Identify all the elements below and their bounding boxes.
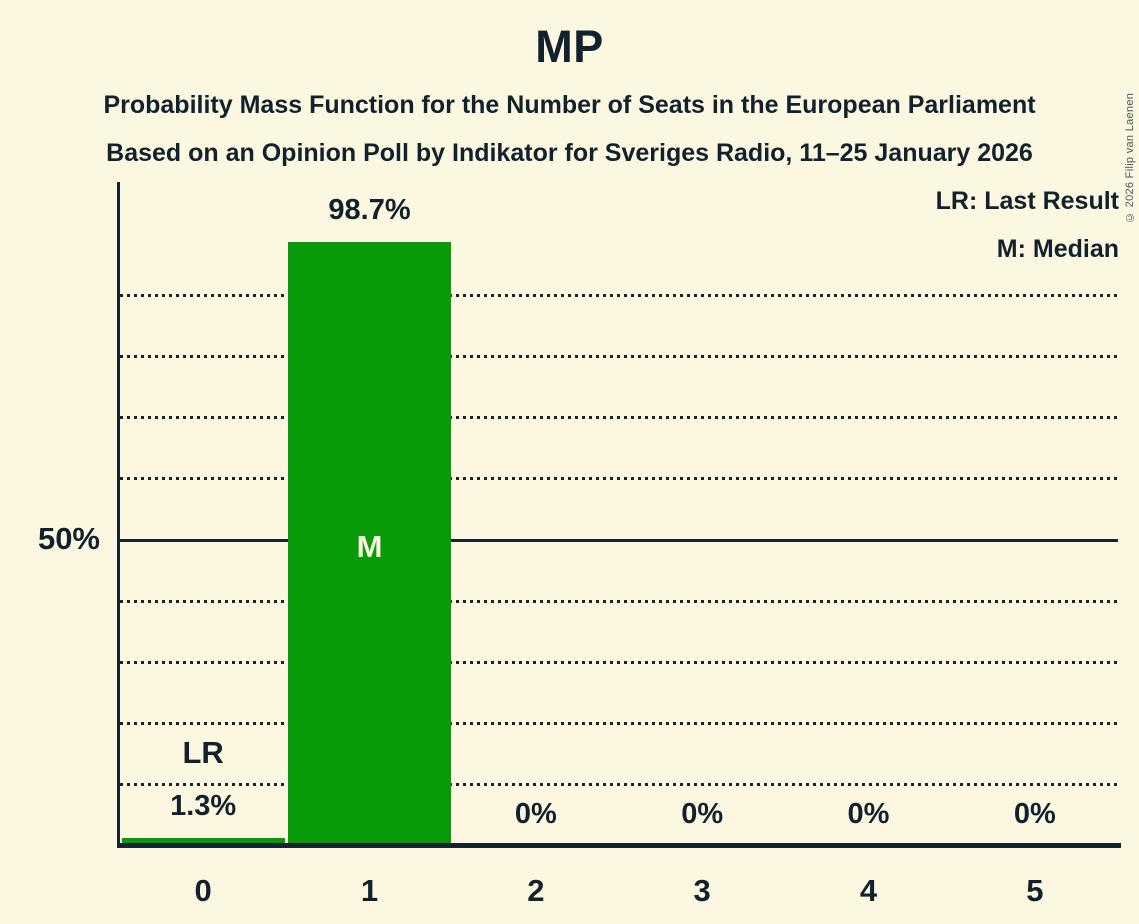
x-tick-label-5: 5 <box>1026 873 1044 908</box>
x-tick-label-1: 1 <box>360 873 379 908</box>
bar-value-label-3: 0% <box>681 798 724 830</box>
x-tick-label-4: 4 <box>859 873 878 908</box>
fifty-percent-line <box>120 538 1118 542</box>
gridline-10-percent <box>120 783 1118 787</box>
gridline-60-percent <box>120 477 1118 481</box>
chart-title: MP <box>535 21 604 72</box>
x-tick-label-0: 0 <box>194 873 212 908</box>
median-annotation: M <box>356 529 383 564</box>
bar-value-label-1: 98.7% <box>328 194 411 226</box>
x-tick-label-3: 3 <box>693 873 711 908</box>
bar-value-label-2: 0% <box>514 798 557 830</box>
gridline-90-percent <box>120 293 1118 297</box>
gridline-80-percent <box>120 354 1118 358</box>
bar-seats-1 <box>287 242 452 846</box>
x-tick-label-2: 2 <box>527 873 545 908</box>
last-result-annotation: LR <box>182 735 224 770</box>
y-axis-tick-label-50: 50% <box>37 521 100 556</box>
bar-value-label-4: 0% <box>847 798 890 830</box>
bar-value-label-0: 1.3% <box>170 790 237 822</box>
gridline-70-percent <box>120 416 1118 420</box>
gridline-40-percent <box>120 599 1118 603</box>
gridline-30-percent <box>120 660 1118 664</box>
chart-subtitle: Probability Mass Function for the Number… <box>103 91 1036 119</box>
bar-value-label-5: 0% <box>1013 798 1056 830</box>
poll-source-subtitle: Based on an Opinion Poll by Indikator fo… <box>106 139 1033 167</box>
bar-seats-0 <box>121 838 285 846</box>
gridline-20-percent <box>120 722 1118 726</box>
y-axis-line <box>117 182 120 848</box>
legend-last-result: LR: Last Result <box>935 187 1119 215</box>
x-axis-line <box>117 843 1121 848</box>
copyright-text: © 2026 Filip van Laenen <box>1124 92 1136 223</box>
legend-median: M: Median <box>996 235 1119 263</box>
